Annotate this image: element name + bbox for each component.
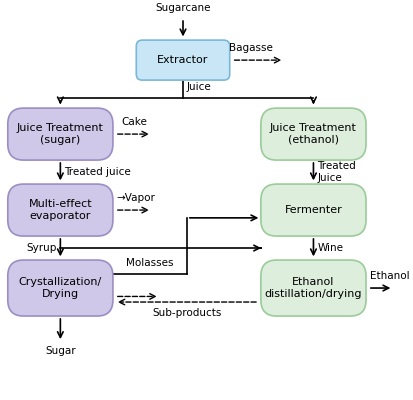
Text: Juice Treatment
(ethanol): Juice Treatment (ethanol) — [270, 123, 357, 145]
Text: Cake: Cake — [121, 117, 147, 127]
FancyBboxPatch shape — [261, 108, 366, 160]
Text: Ethanol
distillation/drying: Ethanol distillation/drying — [265, 277, 362, 299]
Text: Treated
Juice: Treated Juice — [317, 161, 356, 183]
FancyBboxPatch shape — [8, 184, 113, 236]
FancyBboxPatch shape — [261, 260, 366, 316]
FancyBboxPatch shape — [8, 108, 113, 160]
Text: Sub-products: Sub-products — [152, 308, 222, 318]
Text: Multi-effect
evaporator: Multi-effect evaporator — [28, 199, 92, 221]
FancyBboxPatch shape — [8, 260, 113, 316]
Text: Fermenter: Fermenter — [285, 205, 342, 215]
Text: Sugar: Sugar — [45, 346, 76, 356]
Text: Juice: Juice — [187, 82, 211, 92]
Text: Ethanol: Ethanol — [370, 271, 410, 281]
Text: →Vapor: →Vapor — [117, 193, 156, 203]
Text: Juice Treatment
(sugar): Juice Treatment (sugar) — [17, 123, 104, 145]
Text: Sugarcane: Sugarcane — [155, 3, 211, 13]
Text: Extractor: Extractor — [157, 55, 209, 65]
Text: Wine: Wine — [317, 243, 343, 253]
Text: Syrup: Syrup — [26, 243, 57, 253]
Text: Crystallization/
Drying: Crystallization/ Drying — [19, 277, 102, 299]
FancyBboxPatch shape — [136, 40, 230, 80]
FancyBboxPatch shape — [261, 184, 366, 236]
Text: Bagasse: Bagasse — [229, 43, 273, 53]
Text: Molasses: Molasses — [126, 258, 173, 268]
Text: Treated juice: Treated juice — [64, 167, 131, 177]
